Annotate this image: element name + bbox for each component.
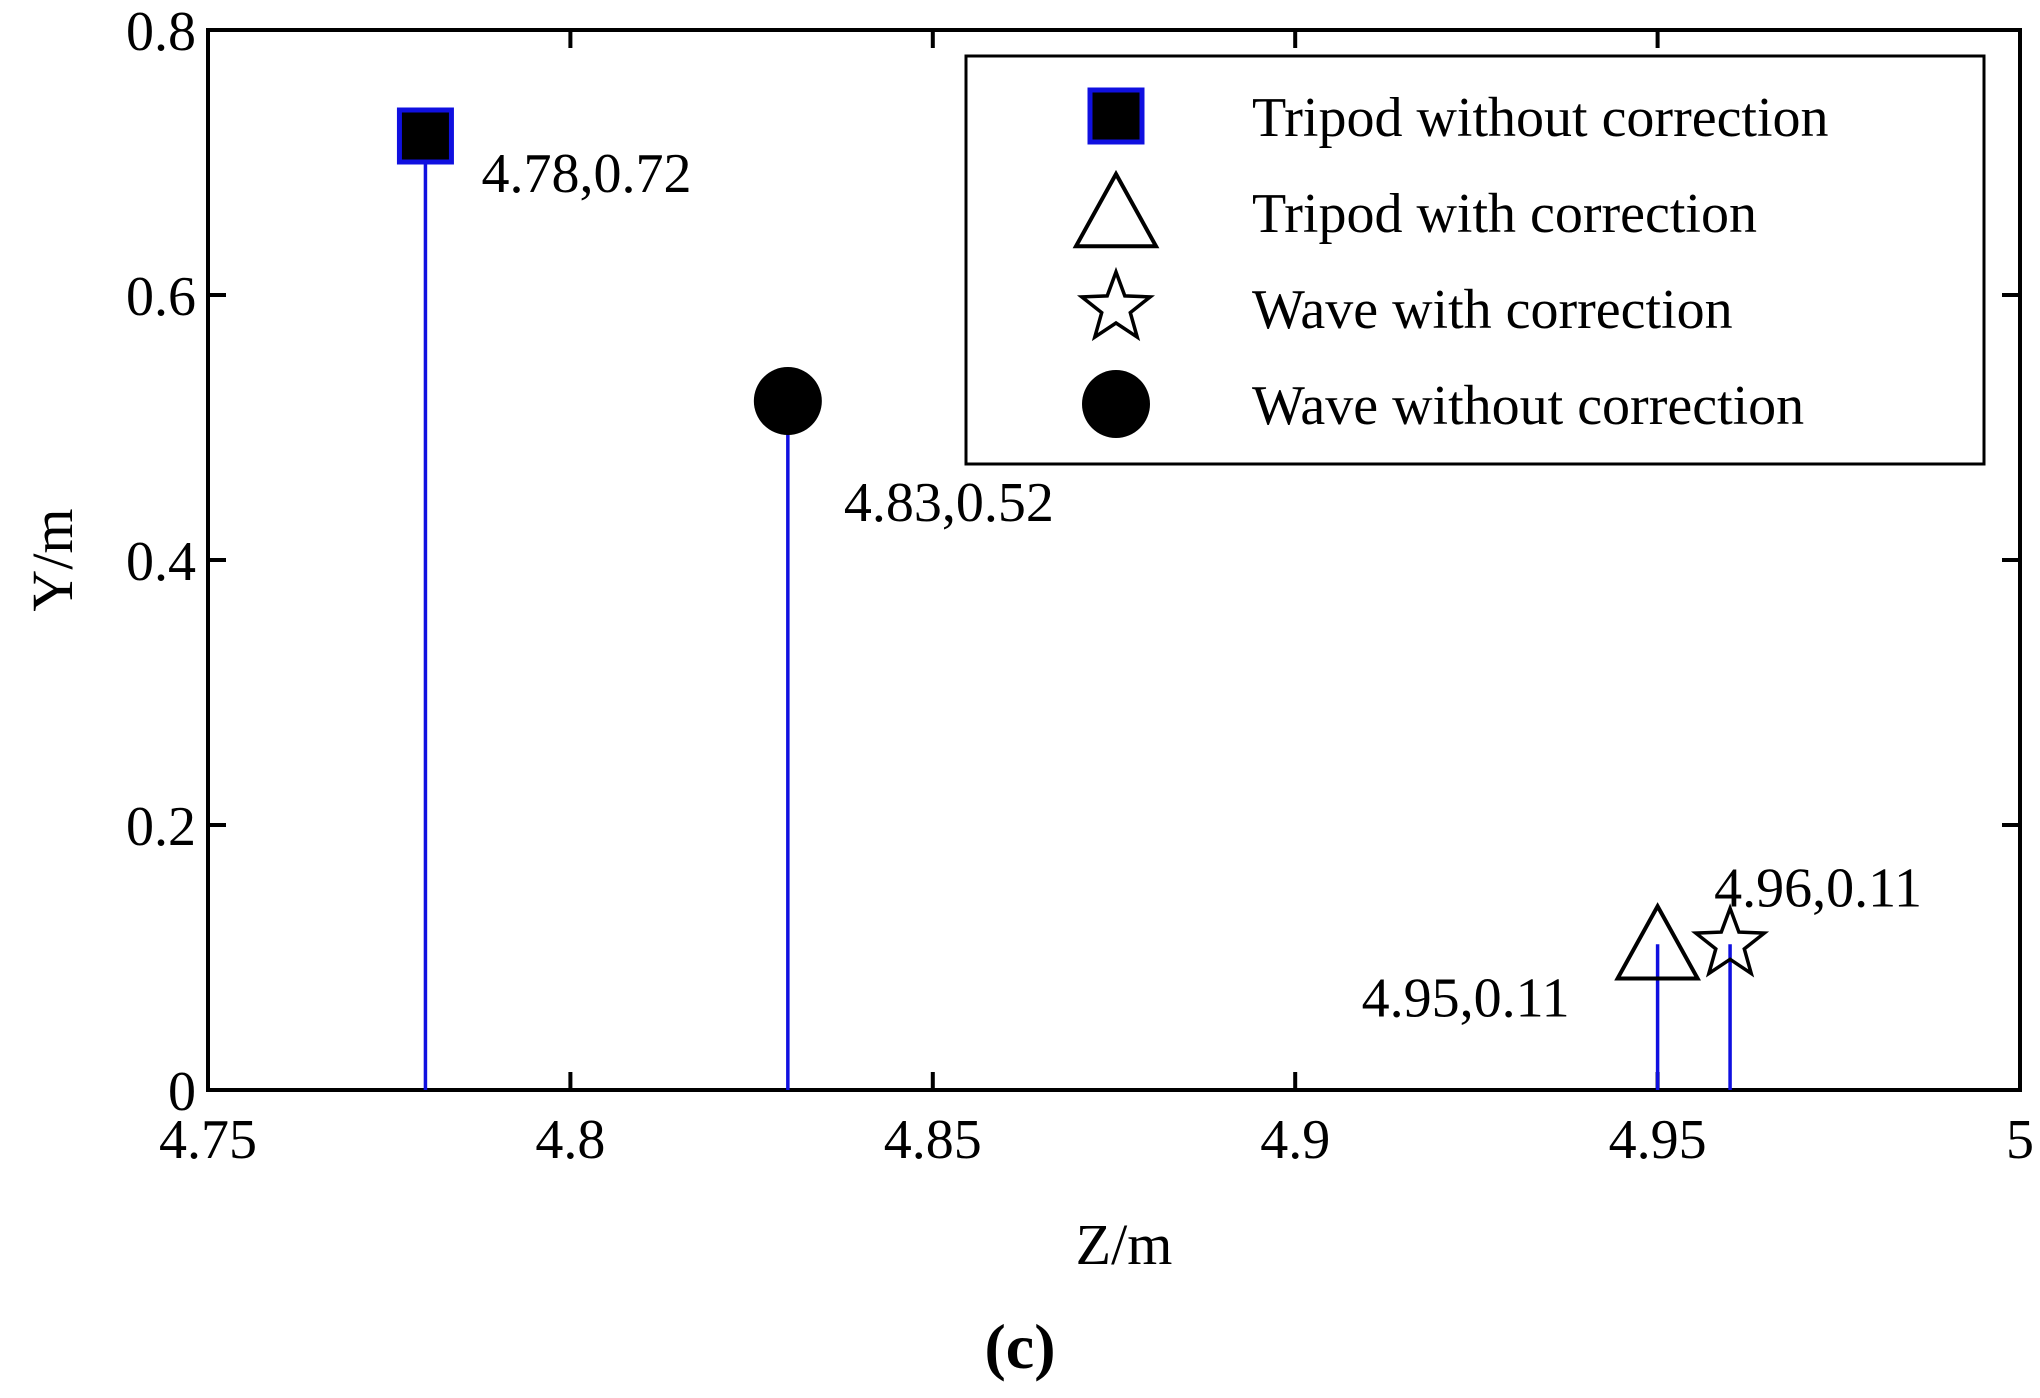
legend-label: Tripod with correction (1252, 183, 1757, 245)
x-tick-label: 4.85 (884, 1109, 982, 1171)
legend-triangle-marker (1072, 169, 1160, 249)
data-labels: 4.78,0.72 4.95,0.11 4.96,0.11 4.83,0.52 (481, 143, 1922, 1029)
triangle-marker (1614, 902, 1701, 981)
y-tick-label: 0.4 (126, 531, 196, 593)
figure-caption: (c) (984, 1311, 1055, 1382)
legend-label: Wave without correction (1252, 375, 1804, 437)
data-label: 4.78,0.72 (481, 143, 691, 205)
data-label: 4.96,0.11 (1714, 857, 1922, 919)
x-tick-label: 5 (2006, 1109, 2034, 1171)
x-tick-label: 4.8 (535, 1109, 605, 1171)
legend-label: Tripod without correction (1252, 87, 1829, 149)
x-axis-label: Z/m (1076, 1212, 1173, 1277)
stem-lines (423, 136, 1732, 1090)
y-tick-label: 0.8 (126, 1, 196, 63)
square-marker (396, 107, 454, 165)
legend-label: Wave with correction (1252, 279, 1733, 341)
legend-square-marker (1087, 87, 1145, 145)
legend: Tripod without correction Tripod with cor… (964, 54, 1986, 466)
data-markers (396, 107, 1770, 981)
y-tick-label: 0.6 (126, 266, 196, 328)
data-label: 4.83,0.52 (844, 472, 1054, 534)
y-tick-label: 0.2 (126, 796, 196, 858)
circle-marker (753, 367, 822, 435)
x-tick-label: 4.75 (159, 1109, 257, 1171)
x-tick-label: 4.9 (1260, 1109, 1330, 1171)
star-marker (1690, 903, 1770, 978)
y-tick-label: 0 (168, 1061, 196, 1123)
x-tick-label: 4.95 (1609, 1109, 1707, 1171)
legend-circle-marker (1082, 370, 1150, 438)
axis-ticks: 4.75 4.8 4.85 4.9 4.95 5 0 0.2 0.4 0.6 0.8 (126, 1, 2034, 1171)
legend-star-marker (1076, 266, 1156, 342)
y-axis-label: Y/m (20, 508, 85, 611)
data-label: 4.95,0.11 (1362, 967, 1570, 1029)
